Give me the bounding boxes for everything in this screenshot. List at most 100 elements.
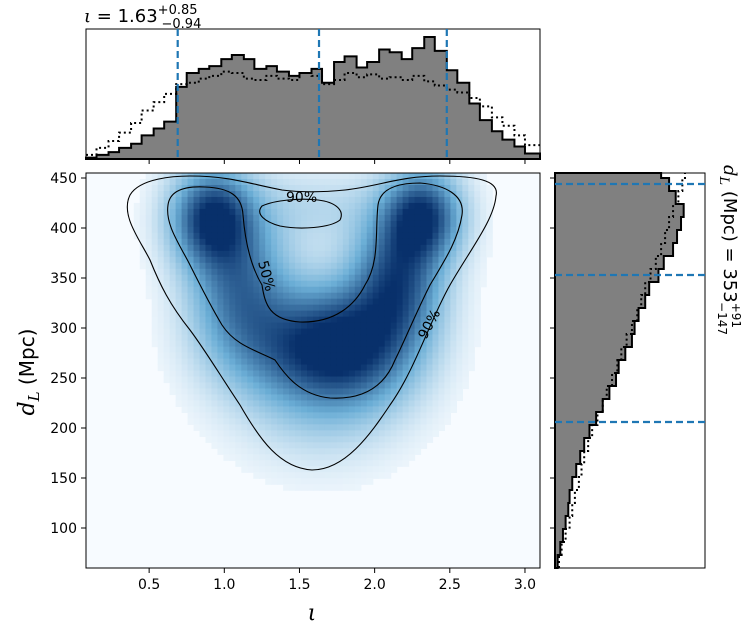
density-cell (181, 376, 189, 384)
density-cell (384, 394, 392, 402)
density-cell (289, 322, 296, 330)
density-cell (450, 250, 457, 258)
density-cell (277, 436, 284, 443)
density-cell (277, 190, 284, 198)
density-cell (468, 334, 475, 342)
density-cell (486, 190, 493, 198)
density-cell (372, 262, 380, 270)
density-cell (444, 358, 451, 366)
density-cell (324, 418, 332, 425)
density-cell (396, 256, 404, 264)
density-cell (408, 430, 416, 437)
density-cell (271, 436, 278, 443)
density-cell (313, 418, 320, 425)
density-cell (241, 256, 248, 264)
density-cell (396, 184, 404, 192)
density-cell (205, 178, 213, 186)
density-cell (247, 466, 254, 473)
density-cell (265, 184, 272, 192)
density-cell (336, 346, 344, 354)
density-cell (229, 196, 236, 204)
density-cell (366, 268, 374, 276)
density-cell (205, 436, 213, 443)
density-cell (205, 286, 213, 294)
density-cell (318, 322, 326, 330)
density-cell (277, 208, 284, 216)
density-cell (157, 298, 165, 306)
density-cell (151, 328, 159, 336)
density-cell (187, 226, 195, 234)
density-cell (336, 358, 344, 366)
density-cell (474, 328, 481, 336)
density-cell (390, 346, 398, 354)
density-cell (223, 226, 230, 234)
density-cell (366, 292, 374, 300)
density-cell (301, 214, 308, 222)
density-cell (259, 184, 266, 192)
density-cell (366, 184, 374, 192)
density-cell (342, 352, 350, 360)
density-cell (408, 448, 416, 455)
density-cell (139, 202, 147, 210)
density-cell (235, 418, 242, 425)
density-cell (330, 334, 338, 342)
density-cell (432, 316, 440, 324)
density-cell (324, 466, 332, 473)
density-cell (277, 478, 284, 485)
density-cell (396, 418, 404, 425)
density-cell (295, 406, 302, 413)
density-cell (175, 358, 183, 366)
density-cell (378, 328, 386, 336)
density-cell (384, 472, 392, 479)
density-cell (366, 382, 374, 390)
density-cell (396, 262, 404, 270)
density-cell (372, 388, 380, 396)
density-cell (474, 322, 481, 330)
density-cell (366, 412, 374, 419)
density-cell (324, 460, 332, 467)
density-cell (348, 340, 356, 348)
density-cell (450, 286, 457, 294)
density-cell (360, 394, 368, 402)
density-cell (408, 286, 416, 294)
density-cell (420, 442, 428, 449)
density-cell (187, 214, 195, 222)
density-cell (396, 238, 404, 246)
density-cell (396, 226, 404, 234)
density-cell (342, 232, 350, 240)
density-cell (396, 382, 404, 390)
density-cell (438, 292, 446, 300)
density-cell (372, 352, 380, 360)
density-cell (384, 256, 392, 264)
density-cell (313, 268, 320, 276)
density-cell (163, 280, 171, 288)
density-cell (175, 322, 183, 330)
density-cell (151, 238, 159, 246)
density-cell (330, 208, 338, 216)
density-cell (241, 286, 248, 294)
density-cell (336, 268, 344, 276)
density-cell (163, 226, 171, 234)
density-cell (271, 388, 278, 396)
density-cell (247, 178, 254, 186)
density-cell (396, 454, 404, 461)
density-cell (163, 334, 171, 342)
density-cell (223, 394, 230, 402)
density-cell (307, 472, 314, 479)
x-tick-label: 2.0 (364, 577, 386, 593)
density-cell (199, 328, 207, 336)
density-cell (253, 196, 260, 204)
density-cell (384, 466, 392, 473)
density-cell (133, 214, 141, 222)
density-cell (324, 328, 332, 336)
density-cell (486, 208, 493, 216)
density-cell (247, 382, 254, 390)
density-cell (426, 190, 434, 198)
density-cell (271, 208, 278, 216)
density-cell (235, 173, 242, 180)
density-cell (199, 310, 207, 318)
density-cell (295, 466, 302, 473)
y-tick-label: 200 (50, 421, 77, 437)
density-cell (277, 280, 284, 288)
density-cell (336, 256, 344, 264)
